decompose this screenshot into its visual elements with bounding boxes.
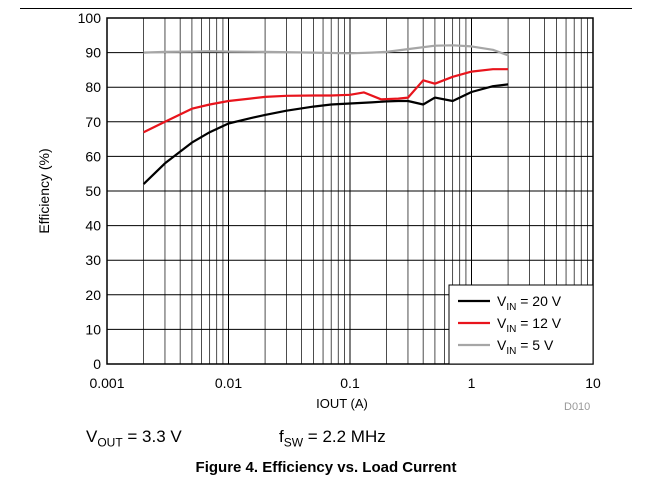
- y-tick-label: 50: [85, 183, 101, 199]
- y-tick-labels: 0 10 20 30 40 50 60 70 80 90 100: [78, 10, 102, 372]
- x-tick-label: 0.001: [89, 375, 124, 391]
- x-tick-labels: 0.001 0.01 0.1 1 10: [89, 375, 601, 391]
- y-tick-label: 30: [85, 252, 101, 268]
- series-line: [143, 68, 509, 134]
- x-tick-label: 0.1: [340, 375, 360, 391]
- y-tick-label: 0: [93, 356, 101, 372]
- y-axis-label: Efficiency (%): [36, 148, 52, 233]
- y-tick-label: 80: [85, 79, 101, 95]
- vout-value: = 3.3 V: [122, 427, 182, 446]
- legend-label: VIN = 12 V: [497, 315, 562, 335]
- y-tick-label: 90: [85, 45, 101, 61]
- vout-symbol: V: [86, 427, 98, 446]
- figure-caption: Figure 4. Efficiency vs. Load Current: [195, 459, 457, 476]
- fsw-subscript: SW: [283, 435, 304, 450]
- fsw-note: fSW = 2.2 MHz: [279, 427, 386, 449]
- top-rule: [20, 8, 632, 9]
- legend-label: VIN = 20 V: [497, 293, 562, 313]
- plot-frame: [106, 17, 594, 365]
- figure-code: D010: [564, 401, 591, 413]
- y-tick-label: 70: [85, 114, 101, 130]
- series-line: [142, 83, 509, 185]
- y-tick-label: 10: [85, 321, 101, 337]
- y-tick-label: 100: [78, 10, 102, 26]
- vout-subscript: OUT: [97, 435, 123, 450]
- x-tick-label: 0.01: [215, 375, 242, 391]
- series-layer: [142, 44, 509, 185]
- y-tick-label: 60: [85, 148, 101, 164]
- legend-label: VIN = 5 V: [497, 337, 554, 357]
- fsw-value: = 2.2 MHz: [303, 427, 386, 446]
- vout-note: VOUT = 3.3 V: [86, 427, 182, 449]
- x-tick-label: 10: [585, 375, 601, 391]
- series-line: [143, 44, 509, 57]
- fsw-symbol: f: [279, 427, 284, 446]
- y-tick-label: 20: [85, 287, 101, 303]
- x-tick-label: 1: [468, 375, 476, 391]
- y-tick-label: 40: [85, 218, 101, 234]
- legend-box: [448, 284, 594, 365]
- x-axis-label: IOUT (A): [316, 396, 368, 411]
